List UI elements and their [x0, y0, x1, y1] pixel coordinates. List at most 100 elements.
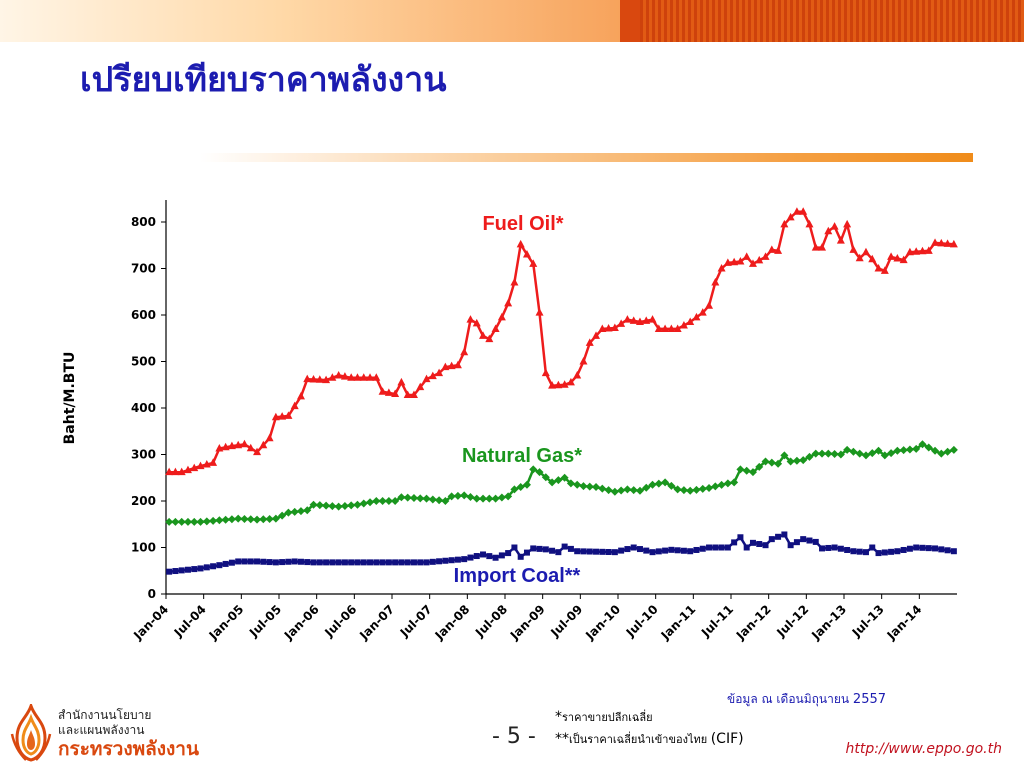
fuel-oil-point	[843, 219, 852, 228]
import-coal-point	[932, 545, 939, 552]
fuel-oil-point	[315, 375, 324, 383]
natural-gas-point	[604, 486, 613, 495]
fuel-oil-point	[309, 374, 318, 383]
import-coal-point	[210, 563, 217, 570]
natural-gas-point	[855, 449, 864, 458]
fuel-oil-point	[190, 463, 199, 472]
natural-gas-point	[566, 479, 575, 488]
data-source-note: ข้อมูล ณ เดือนมิถุนายน 2557	[727, 690, 886, 709]
fuel-oil-point	[409, 390, 418, 398]
import-coal-point	[316, 559, 323, 566]
natural-gas-point	[554, 476, 563, 485]
fuel-oil-point	[234, 440, 243, 449]
x-tick-label-Jul-04: Jul-04	[171, 602, 209, 640]
import-coal-point	[184, 566, 191, 573]
y-axis-label: Baht/M.BTU	[62, 351, 78, 445]
import-coal-point	[731, 539, 738, 546]
natural-gas-point	[780, 451, 789, 460]
natural-gas-point	[171, 517, 180, 526]
import-coal-point	[630, 544, 637, 551]
fuel-oil-point	[441, 362, 450, 371]
import-coal-point	[523, 549, 530, 556]
fuel-oil-point	[259, 440, 268, 449]
fuel-oil-point	[654, 324, 663, 332]
import-coal-point	[360, 559, 367, 566]
fuel-oil-point	[610, 323, 619, 332]
fuel-oil-point	[799, 207, 808, 215]
x-tick-label-Jan-06: Jan-06	[281, 602, 322, 643]
x-tick-label-Jan-13: Jan-13	[808, 602, 849, 643]
natural-gas-point	[472, 494, 481, 503]
natural-gas-point	[177, 517, 186, 526]
fuel-oil-point	[598, 324, 607, 332]
natural-gas-point	[717, 480, 726, 489]
fuel-oil-point	[397, 377, 406, 386]
import-coal-point	[448, 557, 455, 564]
natural-gas-point	[183, 517, 192, 526]
import-coal-point	[442, 557, 449, 564]
natural-gas-point	[422, 494, 431, 503]
import-coal-point	[950, 548, 957, 555]
natural-gas-point	[949, 445, 958, 454]
fuel-oil-point	[435, 368, 444, 377]
import-coal-point	[203, 564, 210, 571]
natural-gas-point	[918, 440, 927, 449]
import-coal-point	[304, 559, 311, 566]
natural-gas-point	[522, 480, 531, 489]
import-coal-point	[793, 539, 800, 546]
import-coal-point	[831, 544, 838, 551]
natural-gas-point	[723, 479, 732, 488]
fuel-oil-point	[378, 387, 387, 395]
natural-gas-point	[221, 515, 230, 524]
natural-gas-point	[686, 486, 695, 495]
fuel-oil-point	[347, 373, 356, 381]
fuel-oil-point	[366, 373, 375, 381]
fuel-oil-point	[698, 308, 707, 316]
import-coal-point	[944, 547, 951, 554]
import-coal-point	[825, 544, 832, 551]
website-url: http://www.eppo.go.th	[845, 741, 1002, 757]
import-coal-point	[862, 549, 869, 556]
fuel-oil-point	[271, 412, 280, 421]
footnote-retail-price: *ราคาขายปลีกเฉลี่ย	[555, 708, 653, 726]
import-coal-point	[410, 559, 417, 566]
import-coal-point	[894, 548, 901, 555]
import-coal-point	[385, 559, 392, 566]
natural-gas-point	[573, 480, 582, 489]
natural-gas-point	[372, 497, 381, 505]
fuel-oil-point	[416, 382, 425, 391]
fuel-oil-point	[447, 361, 456, 370]
natural-gas-point	[403, 493, 412, 502]
natural-gas-point	[259, 515, 268, 524]
fuel-oil-point	[931, 238, 940, 246]
import-coal-point	[216, 562, 223, 569]
import-coal-point	[222, 560, 229, 567]
eppo-flame-logo-icon	[10, 704, 52, 762]
import-coal-point	[517, 553, 524, 560]
natural-gas-point	[322, 501, 331, 510]
import-coal-point	[297, 558, 304, 565]
import-coal-point	[662, 547, 669, 554]
natural-gas-point	[874, 446, 883, 455]
natural-gas-point	[253, 515, 262, 524]
natural-gas-point	[924, 443, 933, 452]
fuel-oil-point	[579, 357, 588, 365]
import-coal-point	[680, 547, 687, 554]
fuel-oil-point	[403, 390, 412, 398]
fuel-oil-point	[491, 324, 500, 332]
import-coal-point	[373, 559, 380, 566]
fuel-oil-point	[466, 315, 475, 323]
fuel-oil-point	[516, 239, 525, 248]
natural-gas-point	[792, 456, 801, 465]
fuel-oil-point	[730, 257, 739, 266]
natural-gas-point	[698, 484, 707, 493]
fuel-oil-point	[774, 246, 783, 254]
fuel-oil-point	[880, 266, 889, 274]
natural-gas-point	[849, 447, 858, 456]
import-coal-point	[875, 550, 882, 557]
import-coal-point	[467, 554, 474, 561]
fuel-oil-point	[497, 312, 506, 321]
fuel-oil-point	[334, 370, 343, 379]
import-coal-point	[367, 559, 374, 566]
fuel-oil-point	[711, 277, 720, 286]
